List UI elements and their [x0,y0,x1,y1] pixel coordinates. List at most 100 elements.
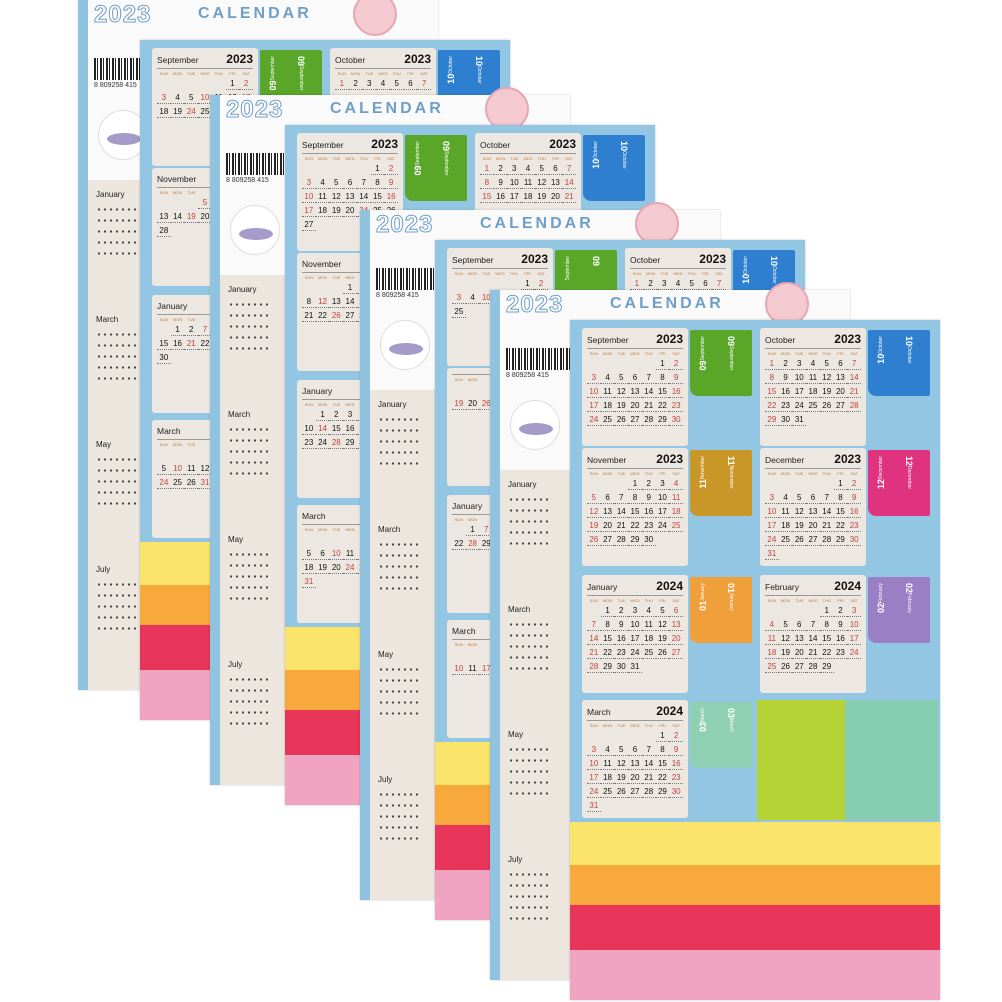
day-number: 28 [587,662,601,673]
day-number: 5 [302,549,316,560]
day-number: 15 [600,634,615,645]
weekday-label: SUN [159,190,169,195]
cover-month-label: March [508,605,531,614]
cover-month-grid [378,414,420,469]
weekday-row: SUN MON TUE WED THU FRI SAT [765,351,861,356]
weekday-label: WED [378,71,388,76]
color-strip-tab[interactable] [570,950,940,1000]
day-number: 19 [184,212,199,223]
blank-tab-block-teal[interactable] [845,700,938,820]
day-number: 10 [587,387,601,398]
day-number: 11 [315,192,330,203]
day-number: 13 [628,759,642,770]
day-number: 19 [587,521,601,532]
cover-month-grid [228,424,270,479]
month-index-tab[interactable]: 03March 03March [690,702,752,768]
tab-number: 09 [441,141,451,152]
month-year: 2023 [834,332,861,346]
day-number: 28 [819,535,834,546]
day-number: 8 [370,178,385,189]
day-number: 11 [184,464,199,475]
month-index-tab[interactable]: 01January 01January [690,577,752,643]
day-number: 2 [847,479,861,490]
day-number: 20 [628,401,642,412]
day-number: 21 [806,648,820,659]
weekday-label: FRI [837,351,844,356]
weekday-label: THU [687,271,696,276]
day-number: 10 [587,759,601,770]
day-number: 8 [302,297,316,308]
color-strip-tab[interactable] [570,905,940,950]
day-number: 1 [655,359,670,370]
weekday-label: THU [644,471,653,476]
day-number: 11 [806,373,820,384]
day-number: 22 [600,648,615,659]
day-number: 4 [170,93,185,104]
month-index-tab[interactable]: 10October 10October [868,330,930,396]
day-number: 14 [343,297,357,308]
day-number: 25 [778,535,793,546]
day-number: 13 [600,507,615,518]
cover-month-grid [228,549,270,604]
month-index-tab[interactable]: 09September 09September [690,330,752,396]
barcode-number: 8 809258 415 [94,82,137,89]
day-number: 30 [641,535,656,546]
tab-word: September [298,66,304,91]
month-index-tab[interactable]: 12December 12December [868,450,930,516]
day-number: 15 [833,507,848,518]
weekday-label: SAT [242,71,250,76]
weekday-label: WED [200,71,210,76]
weekday-label: FRI [374,156,381,161]
weekday-label: FRI [524,271,531,276]
weekday-label: MON [172,442,183,447]
cover-month-label: July [378,775,393,784]
month-name: October [480,140,511,150]
day-number: 12 [534,178,549,189]
cover-title: CALENDAR [480,215,594,232]
day-number: 7 [712,279,726,290]
day-number: 19 [819,387,834,398]
weekday-label: FRI [837,598,844,603]
month-index-tab[interactable]: 09September 09September [405,135,467,201]
month-year: 2023 [656,452,683,466]
day-number: 31 [628,662,642,673]
cover-month-grid [508,619,550,674]
day-number: 20 [806,521,820,532]
color-strip-tab[interactable] [570,865,940,905]
weekday-label: TUE [332,527,341,532]
tab-number: 02 [904,583,914,594]
day-number: 17 [628,634,642,645]
tab-number: 09 [413,165,423,176]
color-strip-tab[interactable] [570,822,940,865]
day-number: 12 [198,464,212,475]
month-index-tab[interactable]: 10October 10October [583,135,645,201]
day-number: 14 [587,634,601,645]
weekday-label: SAT [715,271,723,276]
cover-month-grid [96,204,138,259]
weekday-label: FRI [552,156,559,161]
month-index-tab[interactable]: 02February 02February [868,577,930,643]
weekday-row: SUN MON [452,517,548,522]
weekday-label: TUE [795,598,804,603]
day-number: 3 [587,745,601,756]
weekday-label: WED [630,471,640,476]
blank-tab-block-green[interactable] [757,700,845,820]
day-number: 12 [315,297,330,308]
day-number: 27 [806,535,820,546]
weekday-label: SUN [159,317,169,322]
day-number: 3 [587,373,601,384]
day-number: 16 [614,634,629,645]
day-number: 1 [170,325,185,336]
day-number: 4 [778,493,793,504]
day-number: 15 [480,192,494,203]
day-number: 29 [765,415,779,426]
weekday-label: SUN [304,402,314,407]
day-number: 10 [302,192,316,203]
day-number: 11 [765,634,779,645]
day-number: 6 [833,359,848,370]
weekday-label: SUN [454,377,464,382]
day-number: 20 [548,192,563,203]
day-number: 2 [614,606,629,617]
day-number: 15 [329,424,344,435]
month-index-tab[interactable]: 11November 11November [690,450,752,516]
